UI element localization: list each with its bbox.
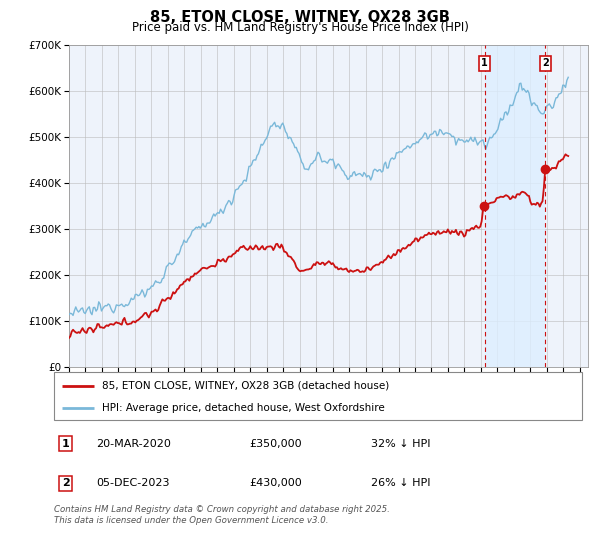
Text: 1: 1 [62, 438, 70, 449]
Text: 32% ↓ HPI: 32% ↓ HPI [371, 438, 430, 449]
Text: 1: 1 [481, 58, 488, 68]
Text: 2: 2 [62, 478, 70, 488]
Text: Price paid vs. HM Land Registry's House Price Index (HPI): Price paid vs. HM Land Registry's House … [131, 21, 469, 34]
Text: 26% ↓ HPI: 26% ↓ HPI [371, 478, 430, 488]
Text: £350,000: £350,000 [250, 438, 302, 449]
Text: 20-MAR-2020: 20-MAR-2020 [96, 438, 171, 449]
Text: Contains HM Land Registry data © Crown copyright and database right 2025.
This d: Contains HM Land Registry data © Crown c… [54, 505, 390, 525]
Text: HPI: Average price, detached house, West Oxfordshire: HPI: Average price, detached house, West… [101, 403, 384, 413]
Text: 85, ETON CLOSE, WITNEY, OX28 3GB: 85, ETON CLOSE, WITNEY, OX28 3GB [150, 10, 450, 25]
Bar [485, 45, 545, 367]
Text: 05-DEC-2023: 05-DEC-2023 [96, 478, 170, 488]
Text: 2: 2 [542, 58, 549, 68]
Text: 85, ETON CLOSE, WITNEY, OX28 3GB (detached house): 85, ETON CLOSE, WITNEY, OX28 3GB (detach… [101, 381, 389, 391]
Text: £430,000: £430,000 [250, 478, 302, 488]
